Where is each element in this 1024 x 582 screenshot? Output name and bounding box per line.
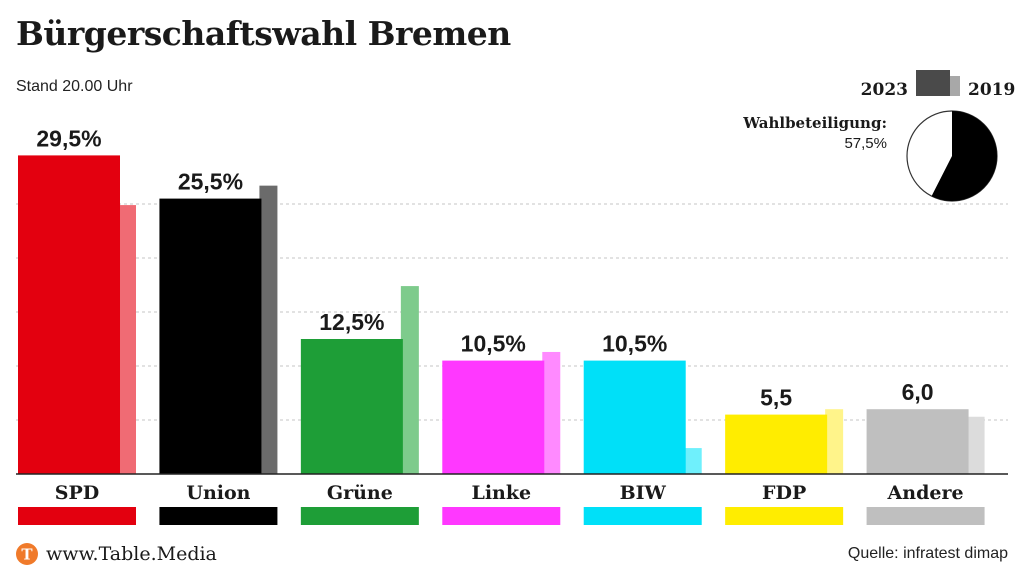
- party-color-strip: [442, 507, 561, 525]
- bar-group-item: 29,5% SPD: [18, 125, 136, 525]
- bar-group-item: 5,5 FDP: [725, 385, 844, 525]
- data-label: 29,5%: [36, 125, 101, 151]
- bar-2023: [725, 414, 828, 474]
- bar-2023: [18, 155, 120, 474]
- turnout-label: Wahlbeteiligung:: [742, 114, 887, 132]
- bar-2023: [300, 339, 403, 474]
- turnout-value: 57,5%: [844, 135, 887, 152]
- bar-group-item: 6,0 Andere: [866, 379, 985, 525]
- data-label: 5,5: [760, 385, 792, 411]
- chart-title: Bürgerschaftswahl Bremen: [16, 14, 511, 53]
- party-color-strip: [583, 507, 702, 525]
- category-label: BIW: [620, 482, 667, 504]
- party-color-strip: [18, 507, 136, 525]
- legend-label-previous: 2019: [968, 80, 1015, 100]
- legend: 2023 2019: [861, 70, 1015, 100]
- bar-group-item: 10,5% Linke: [442, 331, 561, 525]
- bar-2019: [966, 416, 985, 474]
- legend-label-current: 2023: [861, 80, 908, 100]
- svg-text:T: T: [21, 546, 33, 564]
- category-label: Grüne: [327, 482, 393, 504]
- chart-subtitle: Stand 20.00 Uhr: [16, 78, 133, 95]
- bar-group-item: 12,5% Grüne: [300, 286, 419, 525]
- bar-2023: [866, 409, 969, 474]
- data-label: 6,0: [902, 379, 934, 405]
- footer-url: www.Table.Media: [46, 543, 217, 565]
- table-media-logo-icon: T: [16, 543, 38, 565]
- data-label: 10,5%: [461, 331, 526, 357]
- category-label: Linke: [471, 482, 531, 504]
- bar-2019: [259, 185, 278, 474]
- category-label: Union: [186, 482, 250, 504]
- category-label: SPD: [55, 482, 100, 504]
- bar-group: 29,5%SPD25,5%Union12,5%Grüne10,5%Linke10…: [18, 125, 985, 525]
- data-label: 12,5%: [319, 309, 384, 335]
- party-color-strip: [159, 507, 278, 525]
- bar-2023: [583, 360, 686, 474]
- bar-2023: [442, 360, 545, 474]
- bar-2019: [683, 448, 702, 474]
- footer-source: Quelle: infratest dimap: [847, 545, 1008, 562]
- legend-swatch-current: [916, 70, 950, 96]
- party-color-strip: [725, 507, 844, 525]
- data-label: 25,5%: [178, 169, 243, 195]
- bar-2023: [159, 198, 262, 474]
- bar-2019: [542, 351, 561, 474]
- turnout-panel: Wahlbeteiligung: 57,5%: [742, 110, 998, 202]
- bar-2019: [118, 205, 136, 474]
- party-color-strip: [866, 507, 985, 525]
- data-label: 10,5%: [602, 331, 667, 357]
- bar-group-item: 10,5% BIW: [583, 331, 702, 525]
- category-label: Andere: [887, 482, 964, 504]
- party-color-strip: [300, 507, 419, 525]
- bar-group-item: 25,5% Union: [159, 169, 278, 525]
- turnout-pie-slice: [931, 111, 997, 201]
- bar-2019: [825, 409, 844, 474]
- bar-2019: [400, 286, 419, 474]
- category-label: FDP: [762, 482, 806, 504]
